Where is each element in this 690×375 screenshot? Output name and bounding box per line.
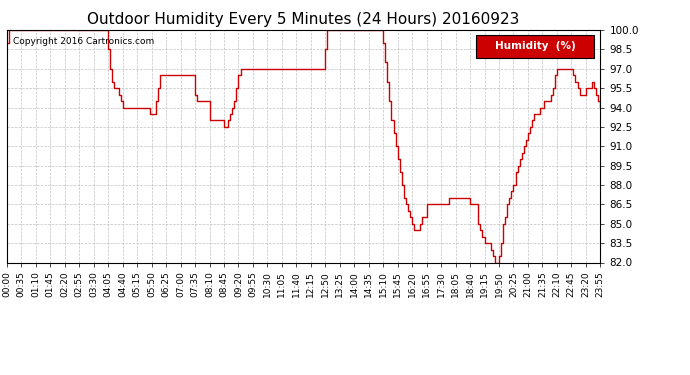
Text: Humidity  (%): Humidity (%) <box>495 41 575 51</box>
Title: Outdoor Humidity Every 5 Minutes (24 Hours) 20160923: Outdoor Humidity Every 5 Minutes (24 Hou… <box>88 12 520 27</box>
Text: Copyright 2016 Cartronics.com: Copyright 2016 Cartronics.com <box>13 37 154 46</box>
FancyBboxPatch shape <box>475 34 594 58</box>
